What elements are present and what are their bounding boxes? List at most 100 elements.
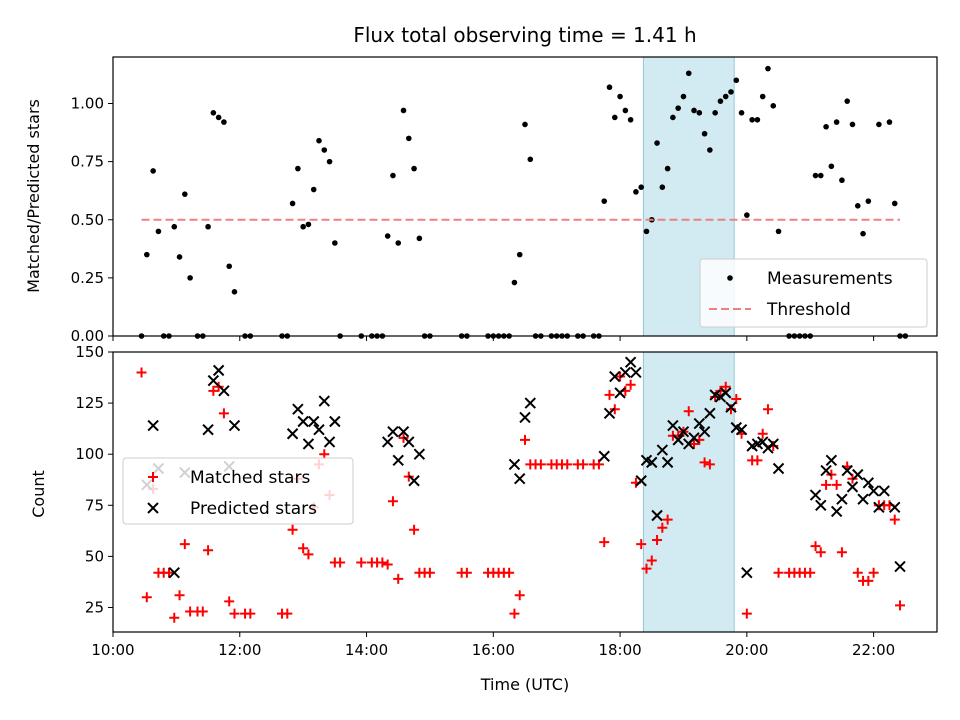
predicted-star-point <box>889 501 901 514</box>
measurement-point <box>817 172 824 179</box>
x-tick-label: 18:00 <box>598 641 641 659</box>
predicted-star-point <box>825 454 838 467</box>
matched-star-point <box>377 557 388 568</box>
top-y-axis-label: Matched/Predicted stars <box>24 99 43 293</box>
matched-star-point <box>169 612 180 623</box>
measurement-point <box>289 200 296 207</box>
predicted-star-point <box>630 366 642 379</box>
measurement-point <box>712 110 718 116</box>
measurement-point <box>516 251 523 258</box>
predicted-star-point <box>297 415 309 428</box>
matched-star-point <box>141 592 152 603</box>
x-tick-label: 20:00 <box>725 641 768 659</box>
predicted-star-point <box>413 448 426 460</box>
matched-star-point <box>731 394 742 405</box>
predicted-star-point <box>408 475 420 487</box>
matched-star-point <box>203 545 214 556</box>
predicted-star-point <box>741 567 753 579</box>
measurement-point <box>210 110 217 116</box>
matched-star-point <box>287 524 298 535</box>
predicted-star-point <box>286 428 299 440</box>
x-tick-label: 14:00 <box>345 641 388 659</box>
predicted-star-point <box>292 403 304 415</box>
matched-star-point <box>810 541 821 552</box>
predicted-star-point <box>672 434 684 446</box>
measurement-point <box>332 240 338 246</box>
measurement-point <box>316 137 322 144</box>
matched-star-point <box>393 573 404 584</box>
legend-label: Measurements <box>767 269 893 289</box>
matched-star-point <box>562 459 573 470</box>
predicted-star-point <box>614 387 626 399</box>
matched-star-point <box>720 381 731 392</box>
measurement-point <box>849 121 856 128</box>
measurement-point <box>654 140 660 146</box>
measurement-point <box>638 184 645 190</box>
measurement-point <box>691 107 697 114</box>
measurement-point <box>606 84 613 91</box>
matched-star-point <box>174 590 185 601</box>
predicted-star-point <box>830 505 843 518</box>
matched-star-point <box>805 567 816 578</box>
matched-star-point <box>593 459 604 470</box>
measurement-point <box>601 198 608 204</box>
x-tick-label: 10:00 <box>91 641 134 659</box>
predicted-star-point <box>635 475 647 487</box>
matched-star-point <box>741 608 752 619</box>
measurement-point <box>400 107 407 114</box>
measurement-point <box>527 156 534 163</box>
measurement-point <box>411 165 417 172</box>
matched-star-point <box>578 459 589 470</box>
measurement-point <box>300 223 306 230</box>
top-legend: Measurements Threshold <box>699 258 928 328</box>
measurement-point <box>150 168 156 174</box>
measurement-point <box>865 198 872 204</box>
predicted-star-point <box>387 426 399 438</box>
measurement-point <box>205 223 211 230</box>
matched-star-point <box>699 457 710 468</box>
measurement-point <box>701 130 708 137</box>
legend-marker-dot <box>727 275 733 281</box>
measurement-point <box>182 191 188 197</box>
matched-star-point <box>303 549 314 560</box>
bottom-y-tick-label: 100 <box>75 445 104 463</box>
predicted-star-point <box>815 499 827 511</box>
predicted-star-point <box>698 426 711 438</box>
measurement-point <box>675 105 681 111</box>
matched-star-point <box>514 590 525 601</box>
predicted-star-point <box>867 485 880 497</box>
measurement-point <box>522 121 528 128</box>
measurement-point <box>295 165 301 172</box>
legend-frame <box>699 258 928 328</box>
measurement-point <box>405 135 412 142</box>
matched-star-point <box>335 557 346 568</box>
measurement-point <box>886 119 893 125</box>
measurement-point <box>823 123 829 130</box>
measurement-point <box>310 186 317 193</box>
matched-star-point <box>179 539 190 550</box>
legend-marker-plus <box>148 472 158 482</box>
measurement-point <box>643 228 650 235</box>
x-tick-label: 12:00 <box>218 641 261 659</box>
top-y-tick-label: 0.00 <box>71 327 104 345</box>
predicted-star-point <box>656 444 669 456</box>
matched-star-point <box>641 563 652 574</box>
predicted-star-point <box>403 436 415 448</box>
measurement-point <box>844 98 851 104</box>
measurement-point <box>627 116 634 123</box>
matched-star-point <box>646 555 657 566</box>
top-panel: 0.00 0.25 0.50 0.75 1.00 Measurements Threshol… <box>71 56 938 345</box>
measurement-point <box>722 93 729 100</box>
predicted-star-point <box>323 436 336 448</box>
matched-star-point <box>520 434 530 445</box>
predicted-star-point <box>693 417 706 430</box>
measurement-point <box>622 107 629 114</box>
measurement-point <box>155 228 162 235</box>
matched-star-point <box>762 404 773 415</box>
measurement-point <box>744 212 750 218</box>
predicted-star-point <box>318 395 330 407</box>
measurement-point <box>891 200 898 207</box>
matched-star-point <box>689 438 700 449</box>
measurement-point <box>828 163 835 170</box>
matched-star-point <box>868 567 879 578</box>
